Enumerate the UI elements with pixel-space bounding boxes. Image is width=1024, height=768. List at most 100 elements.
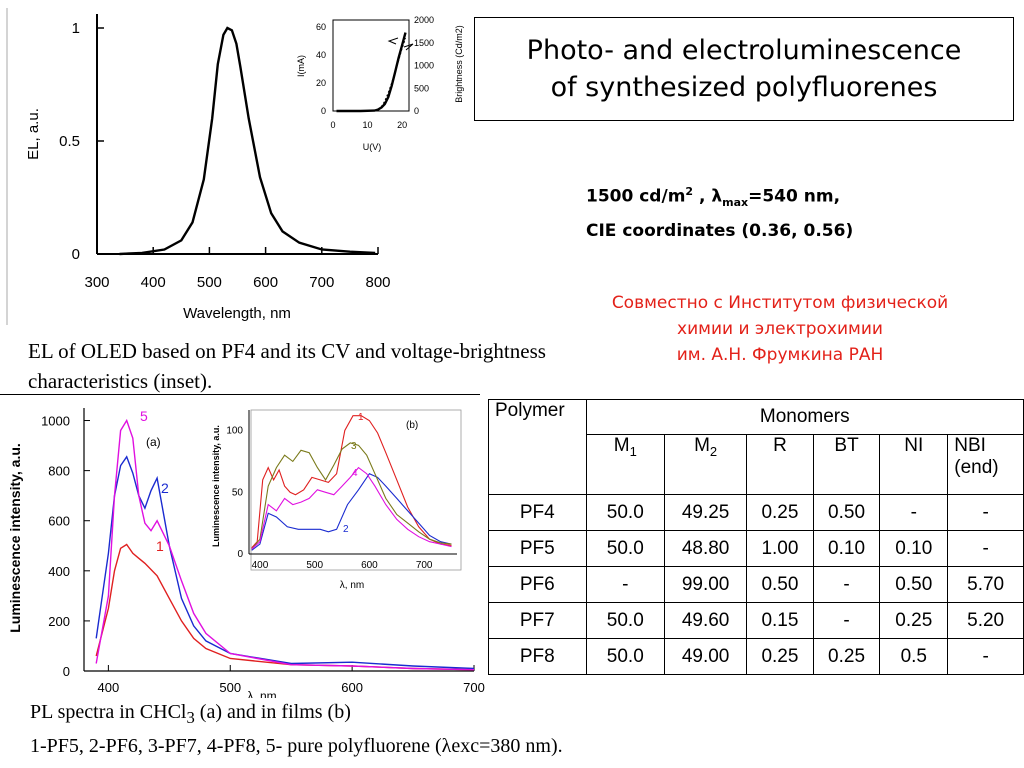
plb-series-4 [251,466,452,550]
monomer-table: Polymer Monomers M1 M2 R BT NI NBI (end) PF4 5… [488,399,1024,675]
el-xlabel: Wavelength, nm [183,305,291,322]
inset-arrow-right [403,43,414,51]
pla-ylabel: Luminescence intensity, a.u. [7,443,23,633]
plb-xtick-label: 400 [252,560,269,571]
inset-xlabel: U(V) [363,142,382,152]
specs-sup: 2 [685,185,694,198]
pl-caption: PL spectra in CHCl3 (a) and in films (b)… [30,698,563,760]
value-cell: - [812,566,881,603]
value-cell: - [947,530,1024,567]
pla-panel: (a) [146,435,161,449]
pla-series-label-1: 1 [156,538,164,554]
pla-xtick-label: 600 [341,680,363,695]
el-xtick-label: 700 [309,274,334,291]
value-cell: 0.25 [812,638,881,675]
pla-xlabel: λ, nm [247,689,276,698]
value-cell: 49.25 [664,494,748,531]
value-cell: 50.0 [585,494,666,531]
title-line2: of synthesized polyfluorenes [550,72,938,103]
table-row: PF7 50.0 49.60 0.15-0.25 5.20 [488,602,1024,639]
value-cell: - [812,602,881,639]
value-cell: 49.60 [664,602,748,639]
value-cell: 0.10 [879,530,949,567]
value-cell: 0.50 [746,566,814,603]
specs-luminance: 1500 cd/m [586,186,686,207]
pl-caption-pre: PL spectra in CHCl [30,701,187,723]
pl-caption-sub: 3 [186,708,195,727]
inset-xtick-label: 0 [330,120,335,130]
title-line1: Photo- and electroluminescence [526,35,962,66]
inset-xtick-label: 10 [363,120,373,130]
pla-series-label-2: 2 [161,480,169,496]
plb-ylabel: Luminescence intensity, a.u. [211,425,221,547]
polymer-cell: PF8 [488,638,587,675]
th-sub-3: BT [812,434,881,495]
inset-y2tick-label: 500 [414,83,429,93]
pla-series-5 [95,418,475,671]
plb-series-2 [251,473,452,551]
table-row: PF6-99.00 0.50-0.50 5.70 [488,566,1024,603]
th-monomers: Monomers [585,399,1024,435]
caption-underline [0,394,480,395]
inset-y2tick-label: 0 [414,106,419,116]
el-inset: 0 20 40 60 0 500 1000 1500 2000 0 10 20 U(V) I(mA… [296,15,464,152]
inset-ytick-label: 0 [321,106,326,116]
value-cell: 5.20 [947,602,1024,639]
th-sub-2: R [746,434,814,495]
pl-caption-line1: PL spectra in CHCl3 (a) and in films (b) [30,698,563,732]
specs-lambda: λ [711,186,723,207]
inset-xtick-label: 20 [397,120,407,130]
table-row: PF4 50.0 49.25 0.25 0.50- - [488,494,1024,531]
value-cell: 0.25 [746,494,814,531]
slide-title: Photo- and electroluminescence of synthe… [474,17,1014,121]
specs-wavelength: =540 nm, [748,186,841,207]
el-ytick-label: 0 [72,246,80,263]
value-cell: 0.50 [812,494,881,531]
el-xtick-label: 400 [141,274,166,291]
pla-xtick-label: 700 [463,680,485,695]
value-cell: 1.00 [746,530,814,567]
specs-line1: 1500 cd/m2 , λmax=540 nm, [586,178,853,217]
inset-ytick-label: 40 [316,50,326,60]
value-cell: 0.10 [812,530,881,567]
el-xtick-label: 300 [84,274,109,291]
value-cell: 0.5 [879,638,949,675]
specs-sep: , [693,186,712,207]
th-polymer: Polymer [488,399,587,495]
pla-ytick-label: 400 [48,564,70,579]
collab-line2: химии и электрохимии [677,319,883,339]
plb-series-3 [251,442,452,550]
device-specs: 1500 cd/m2 , λmax=540 nm, CIE coordinate… [586,178,853,245]
value-cell: 0.25 [746,638,814,675]
plb-ytick-label: 50 [232,487,244,498]
value-cell: 0.50 [879,566,949,603]
th-sub-5: NBI (end) [947,434,1024,495]
pl-caption-post: (a) and in films (b) [194,701,351,723]
th-sub-4: NI [879,434,949,495]
el-xtick-label: 600 [253,274,278,291]
value-cell: 48.80 [664,530,748,567]
plb-xlabel: λ, nm [340,580,364,591]
table-row: PF8 50.0 49.00 0.25 0.25 0.5- [488,638,1024,675]
inset-current-curve [336,32,407,113]
table-row: PF5 50.0 48.80 1.00 0.10 0.10- [488,530,1024,567]
inset-arrow-left [387,37,399,45]
value-cell: 0.25 [879,602,949,639]
value-cell: 50.0 [585,638,666,675]
value-cell: - [879,494,949,531]
pla-ytick-label: 600 [48,514,70,529]
pl-inset-b: 0 50 100 400 500 600 700 Luminescence intensi… [211,409,462,591]
plb-ytick-label: 0 [237,549,243,560]
collaboration-note: Совместно с Институтом физической химии … [558,290,1002,368]
inset-y2tick-label: 2000 [414,15,434,25]
el-caption: EL of OLED based on PF4 and its CV and v… [28,339,546,393]
plb-series-label-4: 4 [352,468,358,479]
specs-line2: CIE coordinates (0.36, 0.56) [586,221,854,242]
el-xtick-label: 500 [197,274,222,291]
polymer-cell: PF4 [488,494,587,531]
polymer-cell: PF6 [488,566,587,603]
pla-ytick-label: 1000 [41,414,70,429]
plb-xtick-label: 700 [416,560,433,571]
plb-panel: (b) [406,420,418,431]
